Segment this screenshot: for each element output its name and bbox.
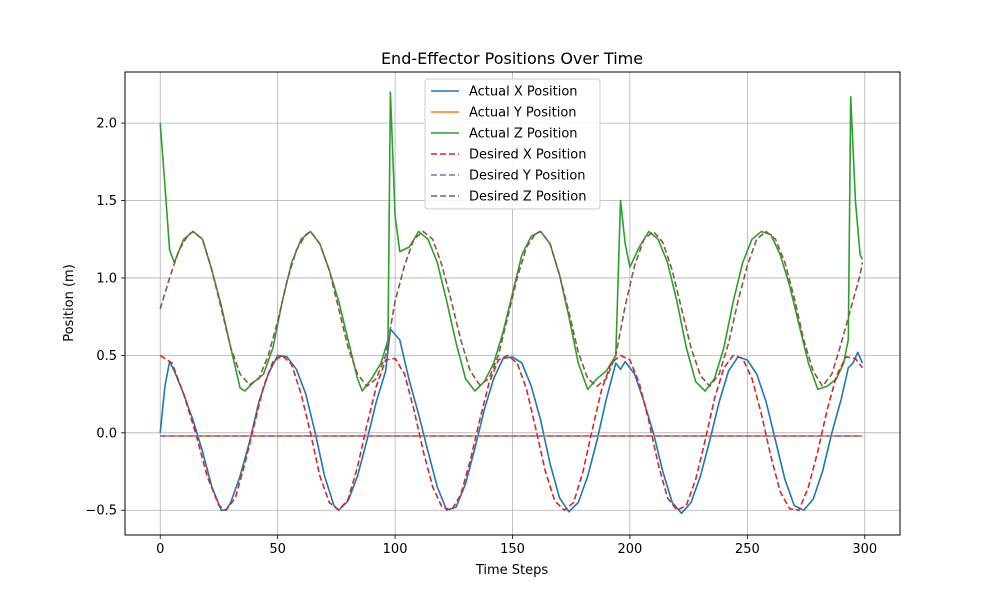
- series-line-desired-z-position: [159, 230, 864, 388]
- series-lines: [159, 91, 864, 515]
- x-tick-label: 300: [852, 542, 877, 557]
- y-tick-label: 2.0: [96, 117, 117, 132]
- x-tick-label: 250: [735, 542, 760, 557]
- y-tick-label: 1.5: [96, 194, 117, 209]
- y-tick-label: 1.0: [96, 271, 117, 286]
- y-tick-label: 0.0: [96, 426, 117, 441]
- x-tick-label: 100: [383, 542, 408, 557]
- series-line-desired-x-position: [159, 354, 864, 512]
- legend-label: Actual Y Position: [469, 106, 577, 121]
- y-tick-label: 0.5: [96, 349, 117, 364]
- x-axis-ticks: 0 50 100 150 200 250 300: [156, 535, 877, 557]
- x-axis-label: Time Steps: [475, 563, 549, 578]
- x-tick-label: 50: [269, 542, 286, 557]
- legend-box: [424, 78, 601, 210]
- x-tick-label: 0: [156, 542, 164, 557]
- legend: Actual X Position Actual Y Position Actual…: [424, 78, 601, 210]
- legend-label: Desired Y Position: [469, 169, 586, 184]
- chart-title: End-Effector Positions Over Time: [381, 49, 643, 68]
- legend-label: Actual X Position: [469, 85, 578, 100]
- series-line-actual-z-position: [159, 91, 864, 392]
- y-axis-ticks: −0.5 0.0 0.5 1.0 1.5 2.0: [85, 117, 125, 519]
- legend-label: Desired Z Position: [469, 190, 587, 205]
- legend-label: Actual Z Position: [469, 127, 578, 142]
- x-tick-label: 200: [618, 542, 643, 557]
- y-tick-label: −0.5: [85, 504, 117, 519]
- y-axis-label: Position (m): [62, 264, 77, 342]
- x-tick-label: 150: [500, 542, 525, 557]
- legend-label: Desired X Position: [469, 148, 587, 163]
